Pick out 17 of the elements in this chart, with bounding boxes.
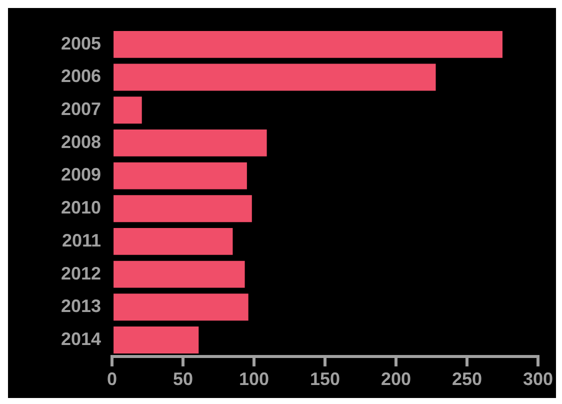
x-tick-label: 0 — [107, 369, 118, 390]
y-tick-label: 2008 — [60, 132, 102, 152]
y-tick-label: 2007 — [60, 99, 102, 120]
x-tick-label: 300 — [522, 369, 554, 390]
y-tick-label: 2009 — [60, 164, 102, 185]
x-tick-label: 250 — [452, 369, 482, 390]
y-tick-label: 2014 — [60, 328, 102, 349]
x-tick-label: 100 — [239, 369, 270, 390]
y-tick-label: 2013 — [60, 296, 102, 316]
x-tick-label: 50 — [173, 369, 194, 390]
y-tick-label: 2006 — [60, 66, 102, 86]
y-tick-label: 2005 — [60, 33, 102, 54]
x-tick-label: 200 — [380, 369, 412, 390]
y-tick-label: 2012 — [60, 263, 102, 284]
y-tick-label: 2010 — [60, 198, 102, 218]
x-tick-label: 150 — [310, 369, 340, 390]
y-tick-label: 2011 — [62, 230, 102, 250]
